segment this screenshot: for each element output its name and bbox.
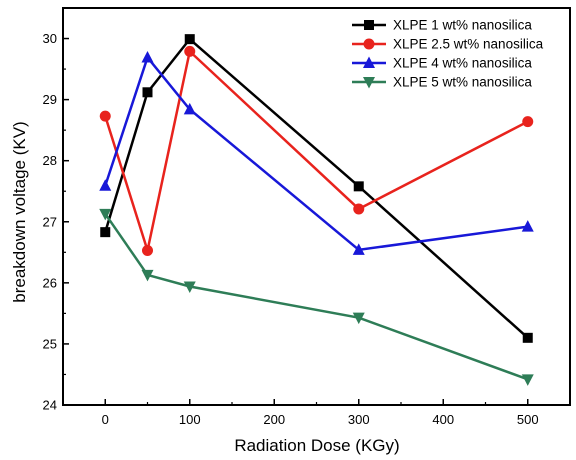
legend-marker <box>363 38 375 50</box>
data-point <box>353 181 364 192</box>
x-tick-label: 100 <box>179 412 201 427</box>
data-point <box>522 332 533 343</box>
x-axis-label: Radiation Dose (KGy) <box>234 436 399 455</box>
data-point <box>141 50 154 63</box>
data-point <box>183 281 196 294</box>
x-tick-label: 200 <box>263 412 285 427</box>
legend-marker <box>363 77 375 89</box>
legend: XLPE 1 wt% nanosilica XLPE 2.5 wt% nanosi… <box>352 18 544 90</box>
legend-label: XLPE 2.5 wt% nanosilica <box>393 37 544 52</box>
data-point <box>142 87 153 98</box>
data-point <box>100 227 111 238</box>
legend-marker <box>364 20 374 30</box>
y-tick-label: 28 <box>43 153 57 168</box>
data-point <box>99 208 112 221</box>
data-point <box>521 374 534 386</box>
series-line-4 <box>104 213 529 381</box>
data-point <box>142 244 153 256</box>
data-point <box>99 179 112 191</box>
x-tick-label: 0 <box>102 412 109 427</box>
legend-label: XLPE 4 wt% nanosilica <box>393 56 532 71</box>
legend-marker <box>363 56 375 68</box>
x-tick-label: 400 <box>432 412 454 427</box>
legend-label: XLPE 5 wt% nanosilica <box>393 75 532 90</box>
y-tick-label: 29 <box>43 92 57 107</box>
data-point <box>521 220 534 232</box>
x-tick-label: 500 <box>517 412 539 427</box>
y-tick-label: 27 <box>43 214 57 229</box>
data-point <box>141 269 154 282</box>
data-point <box>352 243 365 255</box>
y-axis-label: breakdown voltage (KV) <box>10 121 29 302</box>
data-point <box>184 45 196 57</box>
x-tick-label: 300 <box>348 412 370 427</box>
data-point <box>184 34 195 45</box>
data-point <box>522 116 534 128</box>
data-point <box>183 102 196 115</box>
data-point <box>353 203 365 215</box>
y-tick-label: 24 <box>43 398 57 413</box>
plot-layer: 0 100 200 300 400 500 24 25 26 27 28 29 30 <box>43 7 571 427</box>
data-point <box>99 110 111 122</box>
y-tick-label: 30 <box>43 31 57 46</box>
legend-label: XLPE 1 wt% nanosilica <box>393 18 532 33</box>
data-point <box>352 312 365 325</box>
y-tick-label: 26 <box>43 275 57 290</box>
y-tick-label: 25 <box>43 336 57 351</box>
